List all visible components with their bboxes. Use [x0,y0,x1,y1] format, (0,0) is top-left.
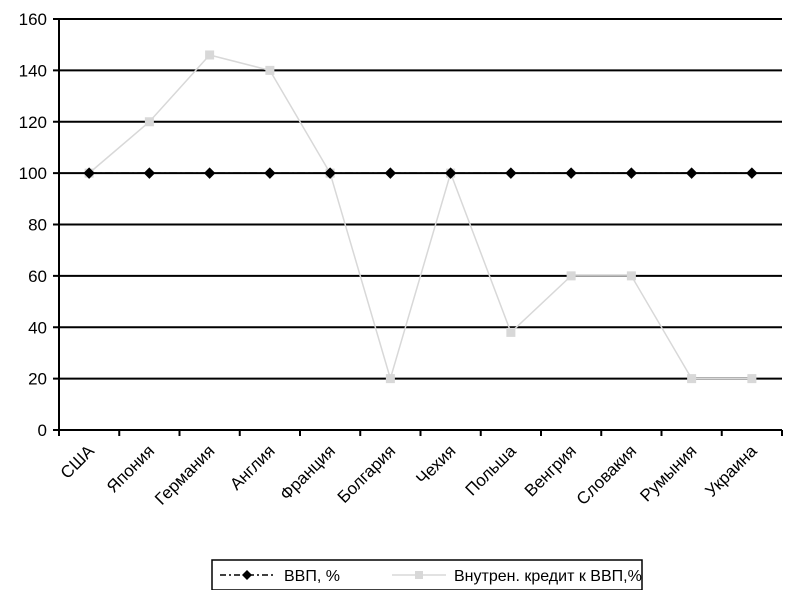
legend: ВВП, % Внутрен. кредит к ВВП,% [211,559,643,591]
x-tick-label: Чехия [412,441,459,488]
x-tick-label: Румыния [636,441,700,505]
legend-marker [415,571,423,579]
axes [53,18,783,436]
x-tick-label: Словакия [573,441,640,508]
y-tick-label: 100 [19,164,47,183]
y-tick-label: 120 [19,113,47,132]
series-line-1 [88,54,752,382]
x-tick-label: Венгрия [521,441,580,500]
x-tick-label: Германия [151,441,218,508]
data-point [505,167,517,179]
x-tick-label: Англия [226,441,278,493]
x-tick-label: Франция [276,441,339,504]
y-tick-label: 160 [19,10,47,29]
data-point [324,167,336,179]
data-point [687,374,697,384]
data-point [625,167,638,179]
data-point [264,167,276,179]
data-point [565,167,577,179]
x-tick-label: Украина [701,441,761,501]
y-tick-label: 140 [19,61,47,80]
data-point [385,374,395,384]
x-tick-label: Польша [462,441,520,499]
y-tick-label: 40 [28,318,47,337]
data-point [144,117,154,127]
x-tick-label: Болгария [334,441,399,506]
data-point [685,167,698,179]
data-point [746,167,758,179]
data-point [566,271,576,281]
series-layer [83,50,758,384]
legend-label: Внутрен. кредит к ВВП,% [454,568,642,585]
y-tick-label: 20 [28,370,47,389]
data-point [265,65,275,75]
data-point [83,167,95,179]
data-point [384,167,397,179]
legend-marker [242,570,252,580]
y-tick-label: 60 [28,267,47,286]
data-point [203,167,216,179]
data-point [506,327,516,337]
data-point [143,167,156,179]
x-tick-label: США [57,441,99,483]
data-point [444,167,457,179]
y-tick-label: 0 [38,421,47,440]
data-point [747,374,757,384]
data-point [205,50,215,60]
data-point [626,271,636,281]
gridlines [59,18,782,380]
x-tick-label: Япония [103,441,158,496]
legend-label: ВВП, % [284,568,340,585]
y-tick-label: 80 [28,216,47,235]
